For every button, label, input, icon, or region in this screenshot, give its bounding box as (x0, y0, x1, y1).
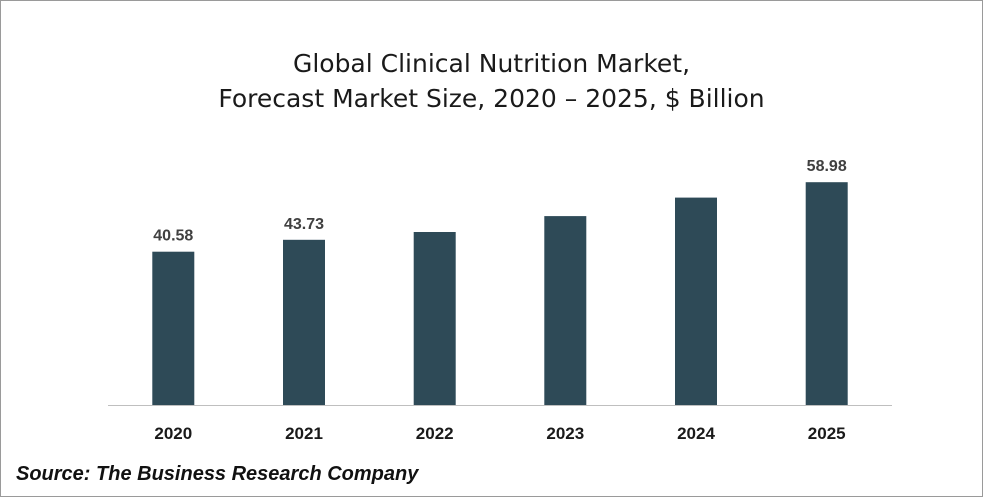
x-tick-label-2023: 2023 (546, 424, 584, 443)
bar-2020 (152, 251, 195, 405)
bar-2025 (805, 182, 848, 405)
data-label-2020: 40.58 (153, 228, 193, 245)
data-label-2025: 58.98 (807, 158, 847, 175)
chart-title: Global Clinical Nutrition Market, Foreca… (0, 46, 983, 116)
bar-2023 (544, 216, 587, 405)
x-tick-label-2021: 2021 (285, 424, 323, 443)
x-tick-label-2020: 2020 (154, 424, 192, 443)
bar-2022 (413, 232, 456, 405)
x-tick-label-2025: 2025 (808, 424, 846, 443)
x-tick-label-2022: 2022 (416, 424, 454, 443)
chart-title-line-2: Forecast Market Size, 2020 – 2025, $ Bil… (218, 84, 765, 113)
chart-title-line-1: Global Clinical Nutrition Market, (292, 49, 691, 78)
bar-2021 (283, 239, 325, 405)
bar-2024 (675, 197, 717, 405)
source-note: Source: The Business Research Company (16, 463, 419, 485)
x-tick-label-2024: 2024 (677, 424, 715, 443)
data-label-2021: 43.73 (284, 216, 324, 233)
